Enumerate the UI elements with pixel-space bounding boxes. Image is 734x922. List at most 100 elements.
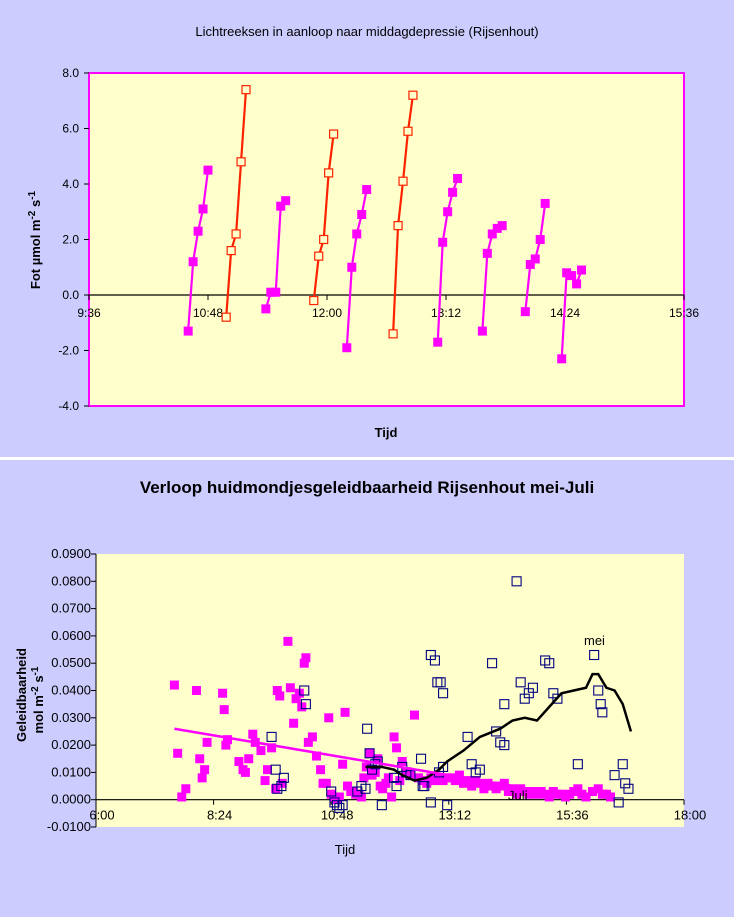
data-point — [347, 262, 357, 272]
juli-point — [177, 792, 187, 802]
mei-point — [337, 800, 348, 811]
mei-point — [266, 731, 277, 742]
juli-point — [383, 773, 393, 783]
plot-area — [88, 72, 685, 407]
mei-average-line — [365, 672, 633, 782]
y-tick-label: -4.0 — [58, 399, 79, 413]
mei-point — [435, 677, 446, 688]
juli-point — [512, 789, 522, 799]
mei-point — [572, 759, 583, 770]
data-point — [577, 265, 587, 275]
chart-panel-top: Lichtreeksen in aanloop naar middagdepre… — [0, 0, 734, 457]
data-point — [567, 271, 577, 281]
juli-point — [321, 778, 331, 788]
mei-point — [597, 707, 608, 718]
juli-point — [303, 737, 313, 747]
juli-point — [395, 776, 405, 786]
juli-point — [378, 784, 388, 794]
mei-point — [623, 783, 634, 794]
juli-point — [248, 729, 258, 739]
data-point — [433, 337, 443, 347]
mei-point — [360, 783, 371, 794]
y-tick-label: 6.0 — [62, 122, 79, 136]
y-tick-label: 0.0100 — [51, 764, 91, 779]
mei-point — [334, 802, 345, 813]
data-point — [183, 326, 193, 336]
mei-point — [366, 764, 378, 775]
data-point — [203, 165, 213, 175]
x-axis-title: Tijd — [335, 842, 355, 857]
mei-point — [442, 800, 453, 811]
juli-point — [271, 784, 281, 794]
data-point — [572, 279, 582, 289]
data-point — [497, 221, 507, 231]
juli-point — [479, 784, 489, 794]
chart-light-series: Lichtreeksen in aanloop naar middagdepre… — [27, 24, 699, 440]
juli-point — [234, 756, 244, 766]
data-point — [221, 312, 231, 322]
juli-point — [200, 765, 210, 775]
juli-point — [316, 765, 326, 775]
juli-point — [173, 748, 183, 758]
juli-point — [389, 732, 399, 742]
y-tick-label: -0.0100 — [47, 819, 91, 834]
data-point — [309, 295, 319, 306]
y-tick-label: 0.0600 — [51, 628, 91, 643]
y-tick-label: 2.0 — [62, 233, 79, 247]
juli-point — [197, 773, 207, 783]
y-axis-title-line2: mol m-2 s-1 — [30, 666, 46, 733]
x-tick-label: 10:48 — [193, 306, 223, 320]
juli-point — [392, 743, 402, 753]
juli-point — [356, 792, 366, 802]
y-tick-label: 0.0000 — [51, 792, 91, 807]
mei-point — [593, 685, 604, 696]
juli-point — [588, 787, 598, 797]
y-tick-label: -2.0 — [58, 344, 79, 358]
x-tick-label: 9:36 — [77, 306, 101, 320]
data-point — [557, 354, 567, 364]
juli-point — [275, 691, 285, 701]
data-point — [188, 257, 198, 267]
juli-point — [202, 737, 212, 747]
mei-point — [499, 740, 510, 751]
y-tick-label: 4.0 — [62, 177, 79, 191]
mei-point — [552, 693, 563, 704]
data-point — [198, 204, 208, 214]
y-tick-label: 0.0500 — [51, 655, 91, 670]
juli-point — [301, 653, 311, 663]
data-point — [261, 304, 271, 314]
data-point — [324, 168, 334, 178]
juli-point — [312, 751, 321, 761]
mei-point — [429, 655, 440, 666]
juli-point — [467, 781, 477, 791]
chart-panel-bottom: Verloop huidmondjesgeleidbaarheid Rijsen… — [0, 460, 734, 917]
juli-point — [240, 767, 250, 777]
juli-point — [324, 713, 334, 723]
data-point — [236, 157, 246, 167]
y-tick-label: 0.0900 — [51, 546, 91, 561]
mei-point — [376, 800, 387, 811]
y-axis-title-line1: Geleidbaarheid — [14, 648, 29, 742]
mei-point — [595, 699, 606, 710]
chart-title: Lichtreeksen in aanloop naar middagdepre… — [195, 24, 538, 39]
data-point — [443, 207, 453, 217]
juli-point — [277, 778, 287, 788]
mei-point — [527, 682, 538, 693]
juli-point — [285, 683, 295, 693]
mei-point — [364, 748, 375, 759]
data-point — [535, 235, 545, 244]
juli-trend-line — [174, 727, 562, 796]
data-point — [438, 237, 448, 247]
annotation-juli: Juli — [508, 788, 528, 803]
mei-point — [515, 677, 526, 688]
data-point — [241, 85, 251, 95]
juli-point — [218, 688, 228, 698]
mei-point — [331, 800, 342, 811]
data-point — [562, 268, 572, 278]
x-tick-label: 10:48 — [321, 808, 354, 823]
data-point — [520, 307, 530, 317]
juli-point — [343, 781, 353, 791]
y-axis-title: Fot µmol m-2 s-1 — [27, 190, 43, 289]
data-point — [482, 248, 492, 258]
mei-point — [270, 764, 281, 775]
